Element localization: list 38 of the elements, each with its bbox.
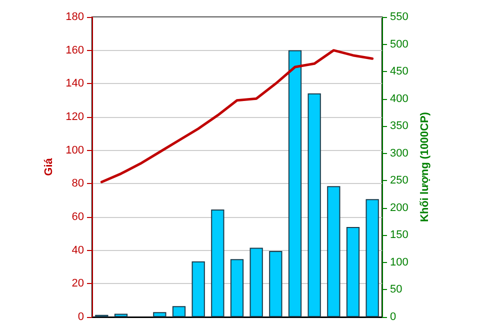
- y2-tick-label: 550: [390, 11, 408, 23]
- bar: [269, 251, 282, 317]
- bar: [346, 227, 360, 317]
- bar: [327, 186, 340, 317]
- bar: [192, 261, 205, 317]
- y2-tick-label: 50: [390, 284, 402, 296]
- y2-tick-label: 300: [390, 147, 408, 160]
- y-tick-label: 100: [66, 144, 84, 156]
- y-axis-title: Giá: [43, 157, 56, 176]
- bar: [250, 248, 263, 317]
- y2-tick-label: 200: [390, 202, 408, 214]
- bar: [288, 50, 302, 317]
- y-tick-label: 60: [72, 211, 84, 223]
- bar: [211, 210, 224, 317]
- line-series: [100, 49, 374, 184]
- bar: [153, 312, 166, 317]
- y2-tick-label: 500: [390, 38, 408, 50]
- y-tick-label: 80: [72, 178, 84, 190]
- y-tick-label: 40: [72, 244, 84, 256]
- y2-axis-title: Khối lượng (1000CP): [418, 112, 431, 222]
- y-tick-label: 120: [66, 111, 84, 123]
- y2-tick-label: 350: [390, 120, 408, 132]
- y2-tick-label: 150: [390, 229, 408, 242]
- bar: [308, 93, 321, 317]
- y-tick-label: 140: [66, 78, 84, 90]
- bar: [114, 314, 128, 317]
- y2-tick-label: 450: [390, 66, 408, 78]
- y-tick-label: 180: [66, 11, 84, 23]
- y-tick-label: 0: [78, 311, 84, 323]
- bar: [172, 306, 186, 317]
- y2-tick-label: 250: [390, 174, 408, 187]
- bar: [366, 199, 379, 317]
- y2-tick-label: 400: [390, 92, 408, 105]
- y-tick-label: 160: [66, 44, 84, 56]
- y2-tick-label: 100: [390, 256, 408, 268]
- bar: [230, 259, 244, 317]
- y-tick-label: 20: [72, 278, 84, 290]
- y2-tick-label: 0: [390, 311, 396, 323]
